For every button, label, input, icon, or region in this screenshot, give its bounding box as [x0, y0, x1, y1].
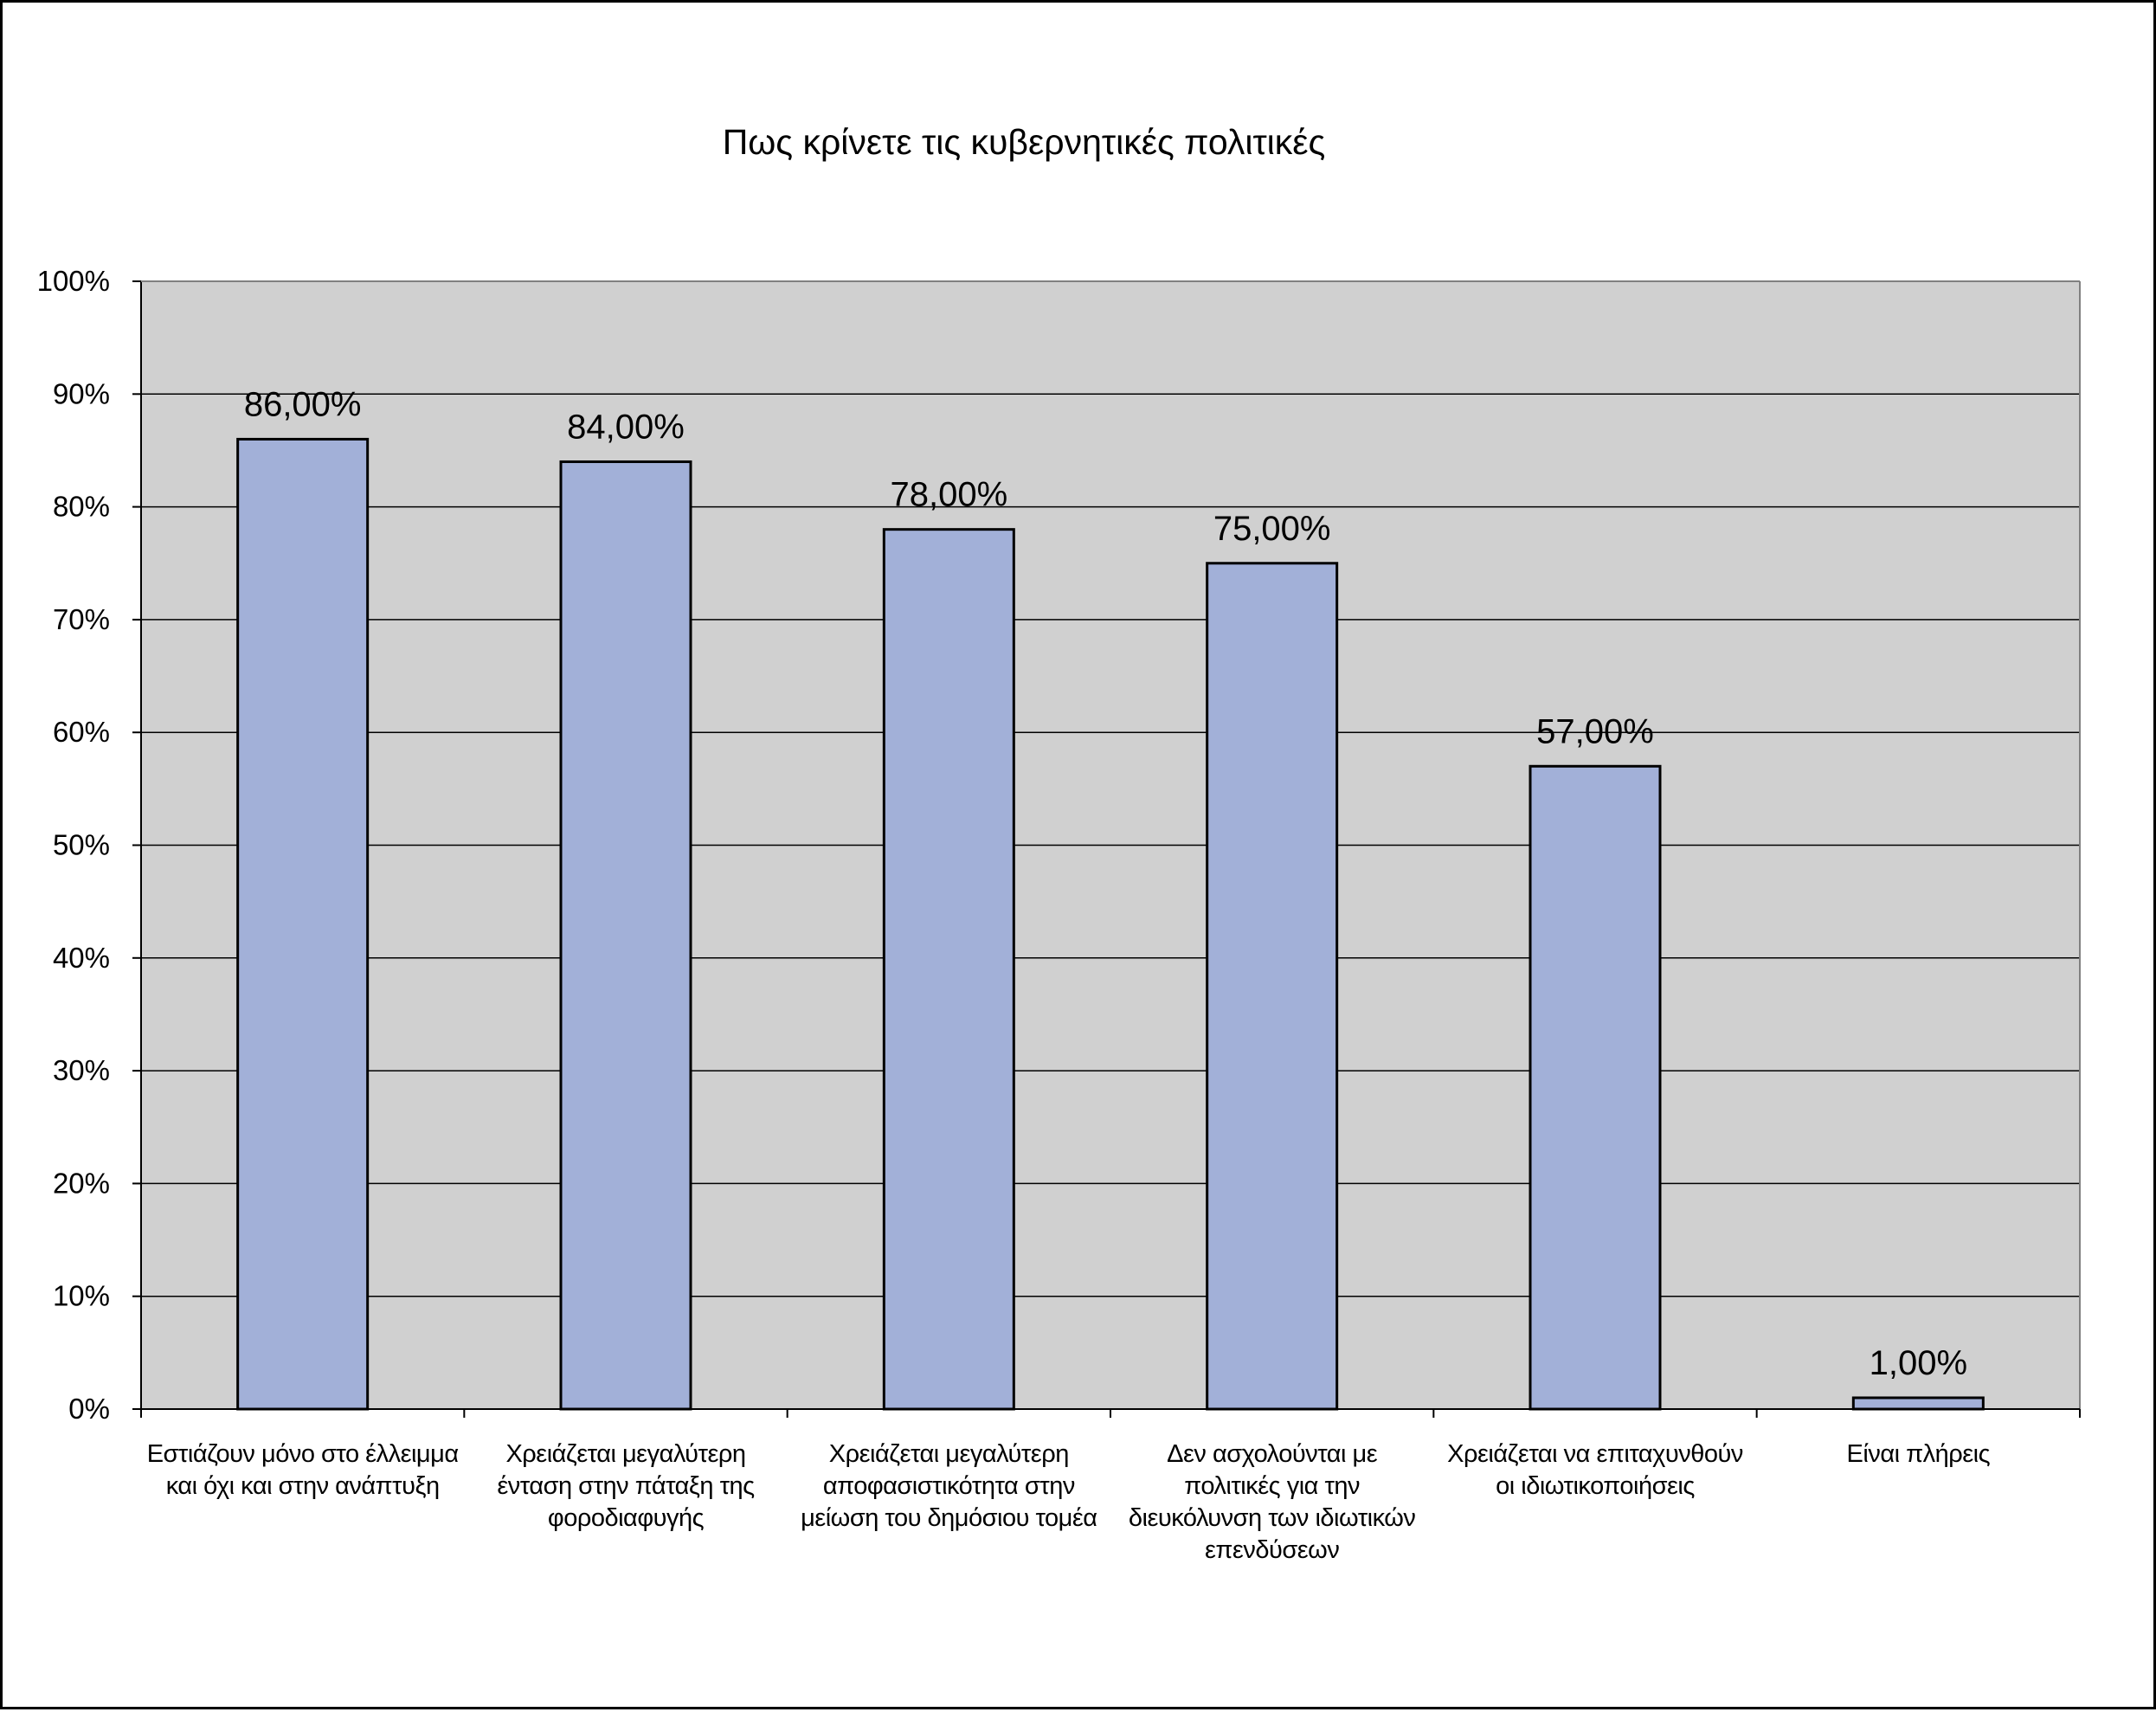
y-tick-label: 20%	[53, 1167, 110, 1199]
bar	[1851, 1396, 1985, 1411]
bar	[236, 437, 370, 1411]
y-tick-label: 70%	[53, 603, 110, 635]
y-tick-label: 10%	[53, 1280, 110, 1312]
category-label: Χρειάζεται να επιταχυνθούν οι ιδιωτικοπο…	[1447, 1440, 1743, 1500]
data-label: 57,00%	[1536, 712, 1654, 750]
data-label: 86,00%	[244, 385, 362, 423]
data-label: 84,00%	[567, 408, 685, 446]
y-tick-label: 80%	[53, 491, 110, 523]
chart-title: Πως κρίνετε τις κυβερνητικές πολιτικές	[723, 122, 1326, 162]
x-axis	[140, 1408, 2081, 1418]
category-label: Χρειάζεται μεγαλύτερη ένταση στην πάταξη…	[497, 1440, 755, 1532]
y-tick-label: 60%	[53, 716, 110, 748]
y-tick-label: 40%	[53, 942, 110, 974]
y-tick-label: 30%	[53, 1054, 110, 1086]
y-tick-label: 50%	[53, 829, 110, 861]
category-label: Δεν ασχολούνται με πολιτικές για την διε…	[1128, 1440, 1416, 1564]
data-labels: 86,00% 84,00% 78,00% 75,00% 57,00% 1,00%	[244, 385, 1967, 1382]
y-tick-label: 100%	[37, 265, 110, 297]
category-label: Εστιάζουν μόνο στο έλλειμμα και όχι και …	[146, 1440, 459, 1500]
bar	[559, 460, 692, 1411]
data-label: 78,00%	[890, 476, 1007, 514]
data-label: 75,00%	[1213, 510, 1331, 548]
category-label: Χρειάζεται μεγαλύτερη αποφασιστικότητα σ…	[801, 1440, 1097, 1532]
y-tick-label: 0%	[68, 1393, 110, 1425]
bar	[882, 528, 1015, 1411]
bars	[236, 437, 1985, 1411]
bar	[1206, 562, 1339, 1411]
y-tick-label: 90%	[53, 377, 110, 409]
y-axis: 0% 10% 20% 30% 40% 50% 60% 70% 80% 90% 100%	[37, 265, 2081, 1425]
data-label: 1,00%	[1870, 1344, 1967, 1382]
gridlines	[141, 280, 2080, 1297]
category-label: Είναι πλήρεις	[1846, 1440, 1991, 1468]
bar-chart: Πως κρίνετε τις κυβερνητικές πολιτικές 8…	[37, 122, 2081, 1425]
bar	[1529, 764, 1662, 1411]
